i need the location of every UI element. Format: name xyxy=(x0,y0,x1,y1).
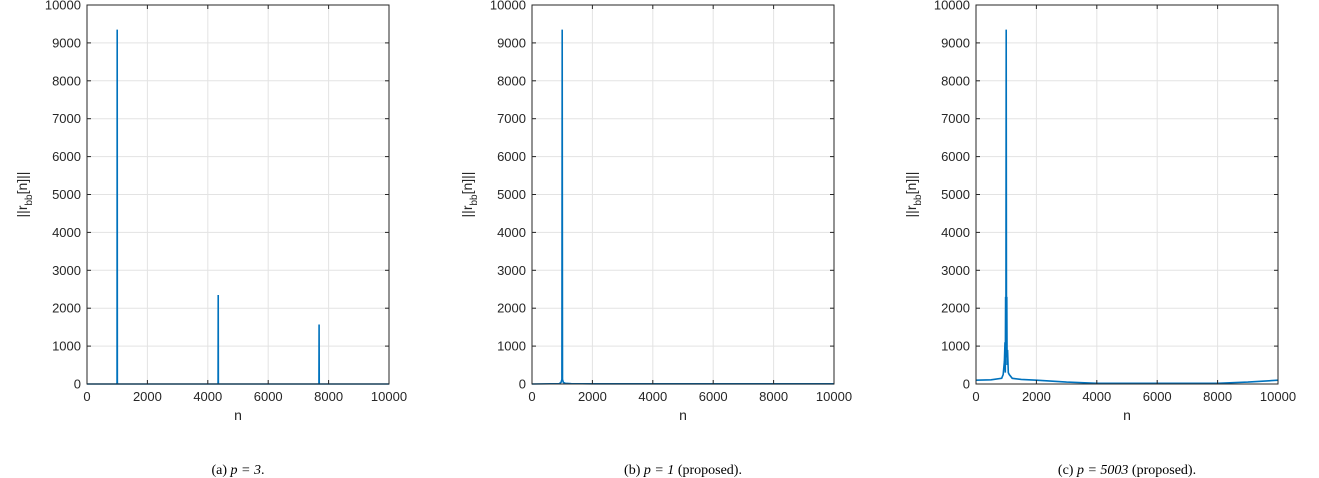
chart-panel-b: 0 2000 4000 6000 8000 10000 0 1000 2000 3000 4000 5… xyxy=(459,0,852,478)
caption-math: p = 5003 xyxy=(1076,463,1128,478)
y-tick-label: 4000 xyxy=(497,225,526,240)
y-tick-label: 5000 xyxy=(52,187,81,202)
y-tick-label: 5000 xyxy=(941,187,970,202)
caption: (c) p = 5003 (proposed). xyxy=(1058,463,1196,478)
y-axis-label-subscript: bb xyxy=(469,194,480,206)
x-tick-label: 4000 xyxy=(638,389,667,404)
y-tick-label: 9000 xyxy=(941,35,970,50)
caption: (b) p = 1 (proposed). xyxy=(624,463,742,478)
caption-math: p = 1 xyxy=(643,463,674,478)
y-tick-label: 10000 xyxy=(490,0,526,13)
y-tick-label: 0 xyxy=(74,377,81,392)
y-tick-label: 8000 xyxy=(52,73,81,88)
x-tick-label: 8000 xyxy=(759,389,788,404)
chart-panel-a: 0 2000 4000 6000 8000 10000 0 1000 2000 3000 4000 5… xyxy=(14,0,407,478)
x-tick-label: 8000 xyxy=(314,389,343,404)
y-tick-label: 7000 xyxy=(497,111,526,126)
y-tick-label: 8000 xyxy=(941,73,970,88)
x-tick-label: 2000 xyxy=(578,389,607,404)
caption: (a) p = 3. xyxy=(212,463,265,478)
y-tick-label: 2000 xyxy=(941,301,970,316)
y-tick-label: 7000 xyxy=(52,111,81,126)
caption-prefix: (c) xyxy=(1058,463,1077,478)
y-tick-label: 6000 xyxy=(497,149,526,164)
y-axis-label-tail: [n]|| xyxy=(14,172,30,195)
y-axis-label: ||rbb[n]|| xyxy=(14,172,35,218)
caption-prefix: (a) xyxy=(212,463,231,478)
series-line xyxy=(532,30,834,384)
caption-suffix: (proposed). xyxy=(674,463,742,478)
y-tick-label: 1000 xyxy=(497,339,526,354)
x-tick-label: 10000 xyxy=(816,389,852,404)
chart-panel-c: 0 2000 4000 6000 8000 10000 0 1000 2000 3000 4000 5… xyxy=(903,0,1296,478)
y-axis-label: ||rbb[n]|| xyxy=(903,172,924,218)
caption-prefix: (b) xyxy=(624,463,644,478)
y-axis-label-base: ||r xyxy=(14,205,30,217)
y-axis-label: ||rbb[n]|| xyxy=(459,172,480,218)
y-tick-label: 4000 xyxy=(52,225,81,240)
y-tick-label: 10000 xyxy=(934,0,970,13)
caption-suffix: (proposed). xyxy=(1128,463,1196,478)
y-tick-label: 3000 xyxy=(941,263,970,278)
y-tick-label: 10000 xyxy=(45,0,81,13)
x-tick-label: 8000 xyxy=(1203,389,1232,404)
y-tick-label: 4000 xyxy=(941,225,970,240)
y-tick-label: 3000 xyxy=(52,263,81,278)
x-tick-label: 4000 xyxy=(193,389,222,404)
x-tick-label: 6000 xyxy=(699,389,728,404)
y-axis-label-tail: [n]|| xyxy=(459,172,475,195)
y-axis-label-base: ||r xyxy=(459,205,475,217)
y-tick-label: 9000 xyxy=(497,35,526,50)
x-axis-label: n xyxy=(234,407,242,423)
y-tick-label: 3000 xyxy=(497,263,526,278)
y-tick-label: 0 xyxy=(519,377,526,392)
y-tick-label: 6000 xyxy=(52,149,81,164)
y-tick-label: 9000 xyxy=(52,35,81,50)
caption-math: p = 3 xyxy=(230,463,261,478)
x-tick-label: 2000 xyxy=(133,389,162,404)
x-tick-label: 0 xyxy=(972,389,979,404)
x-axis-label: n xyxy=(679,407,687,423)
series-line xyxy=(976,30,1278,384)
y-axis-label-base: ||r xyxy=(903,205,919,217)
x-tick-label: 0 xyxy=(83,389,90,404)
x-tick-label: 6000 xyxy=(254,389,283,404)
y-tick-label: 5000 xyxy=(497,187,526,202)
x-tick-label: 10000 xyxy=(1260,389,1296,404)
y-axis-label-tail: [n]|| xyxy=(903,172,919,195)
y-tick-label: 7000 xyxy=(941,111,970,126)
x-tick-label: 4000 xyxy=(1082,389,1111,404)
y-tick-label: 1000 xyxy=(941,339,970,354)
y-axis-label-subscript: bb xyxy=(913,194,924,206)
y-tick-label: 2000 xyxy=(52,301,81,316)
caption-suffix: . xyxy=(261,463,265,478)
x-tick-label: 2000 xyxy=(1022,389,1051,404)
x-axis-label: n xyxy=(1123,407,1131,423)
x-tick-label: 10000 xyxy=(371,389,407,404)
x-tick-label: 6000 xyxy=(1143,389,1172,404)
y-tick-label: 6000 xyxy=(941,149,970,164)
y-axis-label-subscript: bb xyxy=(24,194,35,206)
y-tick-label: 1000 xyxy=(52,339,81,354)
series-line xyxy=(87,30,389,384)
x-tick-label: 0 xyxy=(528,389,535,404)
y-tick-label: 2000 xyxy=(497,301,526,316)
y-tick-label: 0 xyxy=(963,377,970,392)
y-tick-label: 8000 xyxy=(497,73,526,88)
